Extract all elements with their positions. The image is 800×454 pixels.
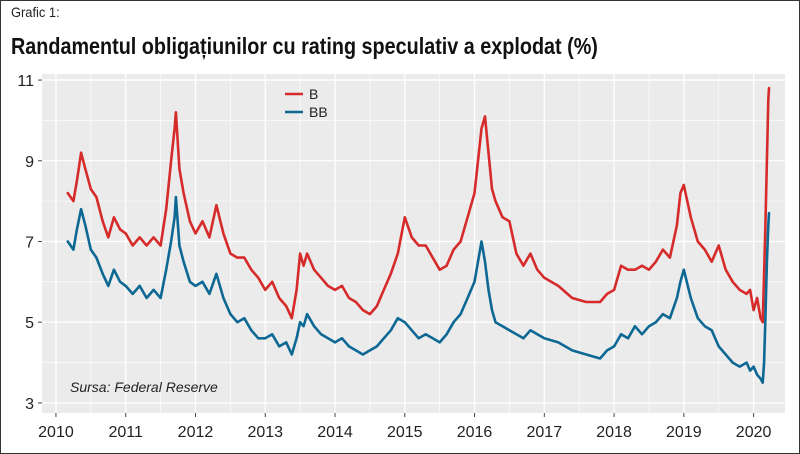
figure-caption: Grafic 1: [11,4,60,20]
series-line-bb [66,195,771,385]
x-tick-label: 2015 [387,424,423,441]
x-tick-label: 2018 [596,424,632,441]
series-line-b [66,86,771,324]
x-tick-label: 2016 [457,424,493,441]
x-tick-label: 2014 [317,424,353,441]
y-tick-label: 3 [25,396,34,413]
x-tick-label: 2011 [109,424,144,441]
x-tick-label: 2013 [247,424,283,441]
x-tick-label: 2019 [666,424,702,441]
x-tick-label: 2020 [736,424,772,441]
y-tick-label: 9 [25,154,34,171]
series-lines [66,86,771,385]
plot-area [42,74,785,413]
legend-label-b: B [309,86,318,102]
x-tick-label: 2012 [178,424,214,441]
axis-ticks: 3 5 7 9 11 2010 2011 2012 2013 2014 2015 2016 2017 20… [17,73,771,441]
y-tick-label: 5 [25,315,34,332]
legend-label-bb: BB [309,104,328,120]
chart-title: Randamentul obligațiunilor cu rating spe… [11,33,598,59]
source-note: Sursa: Federal Reserve [70,379,218,395]
legend: BBB [285,86,328,120]
x-tick-label: 2017 [527,424,563,441]
y-tick-label: 11 [17,73,34,90]
x-tick-label: 2010 [38,424,74,441]
y-tick-label: 7 [25,234,34,251]
